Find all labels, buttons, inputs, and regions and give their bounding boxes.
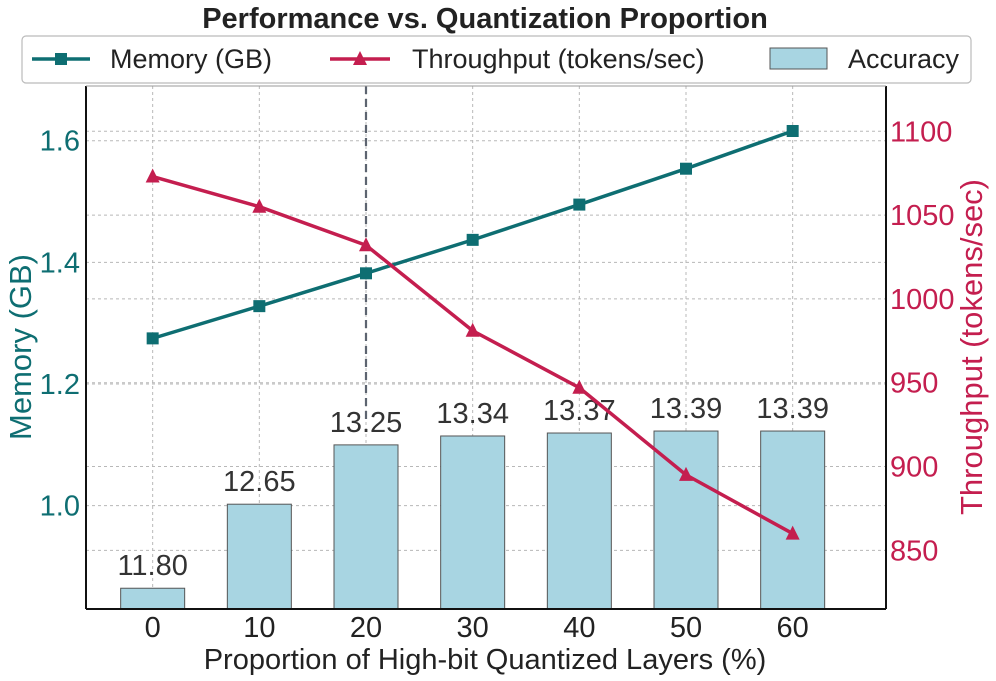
throughput-point <box>465 322 480 337</box>
memory-point <box>786 125 799 138</box>
bars-layer <box>120 430 826 610</box>
left-tick-label: 1.4 <box>40 247 80 279</box>
accuracy-bar-label: 13.34 <box>436 398 509 430</box>
x-tick-label: 50 <box>670 612 702 644</box>
legend-accuracy-swatch <box>769 47 828 70</box>
accuracy-bar <box>653 430 719 610</box>
memory-point <box>360 267 372 280</box>
right-tick-label: 1000 <box>890 284 955 316</box>
left-tick-label: 1.6 <box>40 126 80 158</box>
x-tick-label: 10 <box>243 612 275 644</box>
memory-point <box>253 300 266 313</box>
right-tick-label: 900 <box>890 452 938 484</box>
legend-memory-label: Memory (GB) <box>110 44 272 74</box>
axes-layer: 0 10 20 30 40 50 60 1.0 1.2 1.4 1.6 850 900 950 1000 10… <box>40 85 955 644</box>
x-tick-label: 20 <box>350 612 382 644</box>
accuracy-bar-label: 13.39 <box>650 393 723 425</box>
throughput-point <box>252 198 267 213</box>
legend-memory-marker <box>55 53 67 65</box>
accuracy-bar <box>226 503 292 610</box>
left-axis-label: Memory (GB) <box>3 254 38 440</box>
throughput-point <box>679 466 693 481</box>
throughput-point <box>785 525 800 540</box>
x-tick-label: 40 <box>563 612 595 644</box>
left-tick-label: 1.2 <box>40 369 80 401</box>
chart-title: Performance vs. Quantization Proportion <box>202 3 768 35</box>
legend-frame <box>21 35 972 84</box>
accuracy-bar-label: 12.65 <box>223 466 296 498</box>
lines-layer <box>145 125 800 540</box>
legend-accuracy-label: Accuracy <box>848 44 960 74</box>
right-tick-label: 1100 <box>890 116 952 148</box>
throughput-point <box>359 237 373 252</box>
accuracy-bar-label: 13.39 <box>756 393 829 425</box>
accuracy-bar <box>120 587 186 610</box>
throughput-point <box>145 168 160 183</box>
left-tick-label: 1.0 <box>40 491 80 523</box>
right-tick-label: 950 <box>890 368 938 400</box>
legend-throughput-label: Throughput (tokens/sec) <box>412 44 705 74</box>
x-axis-label: Proportion of High-bit Quantized Layers … <box>204 644 767 676</box>
x-tick-label: 60 <box>777 612 809 644</box>
x-tick-label: 0 <box>145 612 161 644</box>
memory-point <box>573 198 586 211</box>
legend-throughput-marker <box>353 51 367 65</box>
memory-point <box>680 162 692 175</box>
accuracy-bar-label: 11.80 <box>117 550 187 582</box>
memory-point <box>466 233 479 246</box>
accuracy-bar <box>440 435 506 610</box>
accuracy-bar-label: 13.37 <box>543 395 616 427</box>
accuracy-bar <box>333 444 399 610</box>
throughput-point <box>572 379 587 394</box>
right-tick-label: 850 <box>890 535 938 567</box>
accuracy-bar <box>546 432 612 610</box>
x-tick-label: 30 <box>457 612 489 644</box>
memory-point <box>146 332 159 345</box>
right-tick-label: 1050 <box>890 200 955 232</box>
chart-legend: Memory (GB) Throughput (tokens/sec) Accu… <box>21 35 972 84</box>
right-axis-label: Throughput (tokens/sec) <box>954 179 989 515</box>
grid-layer <box>86 86 886 609</box>
